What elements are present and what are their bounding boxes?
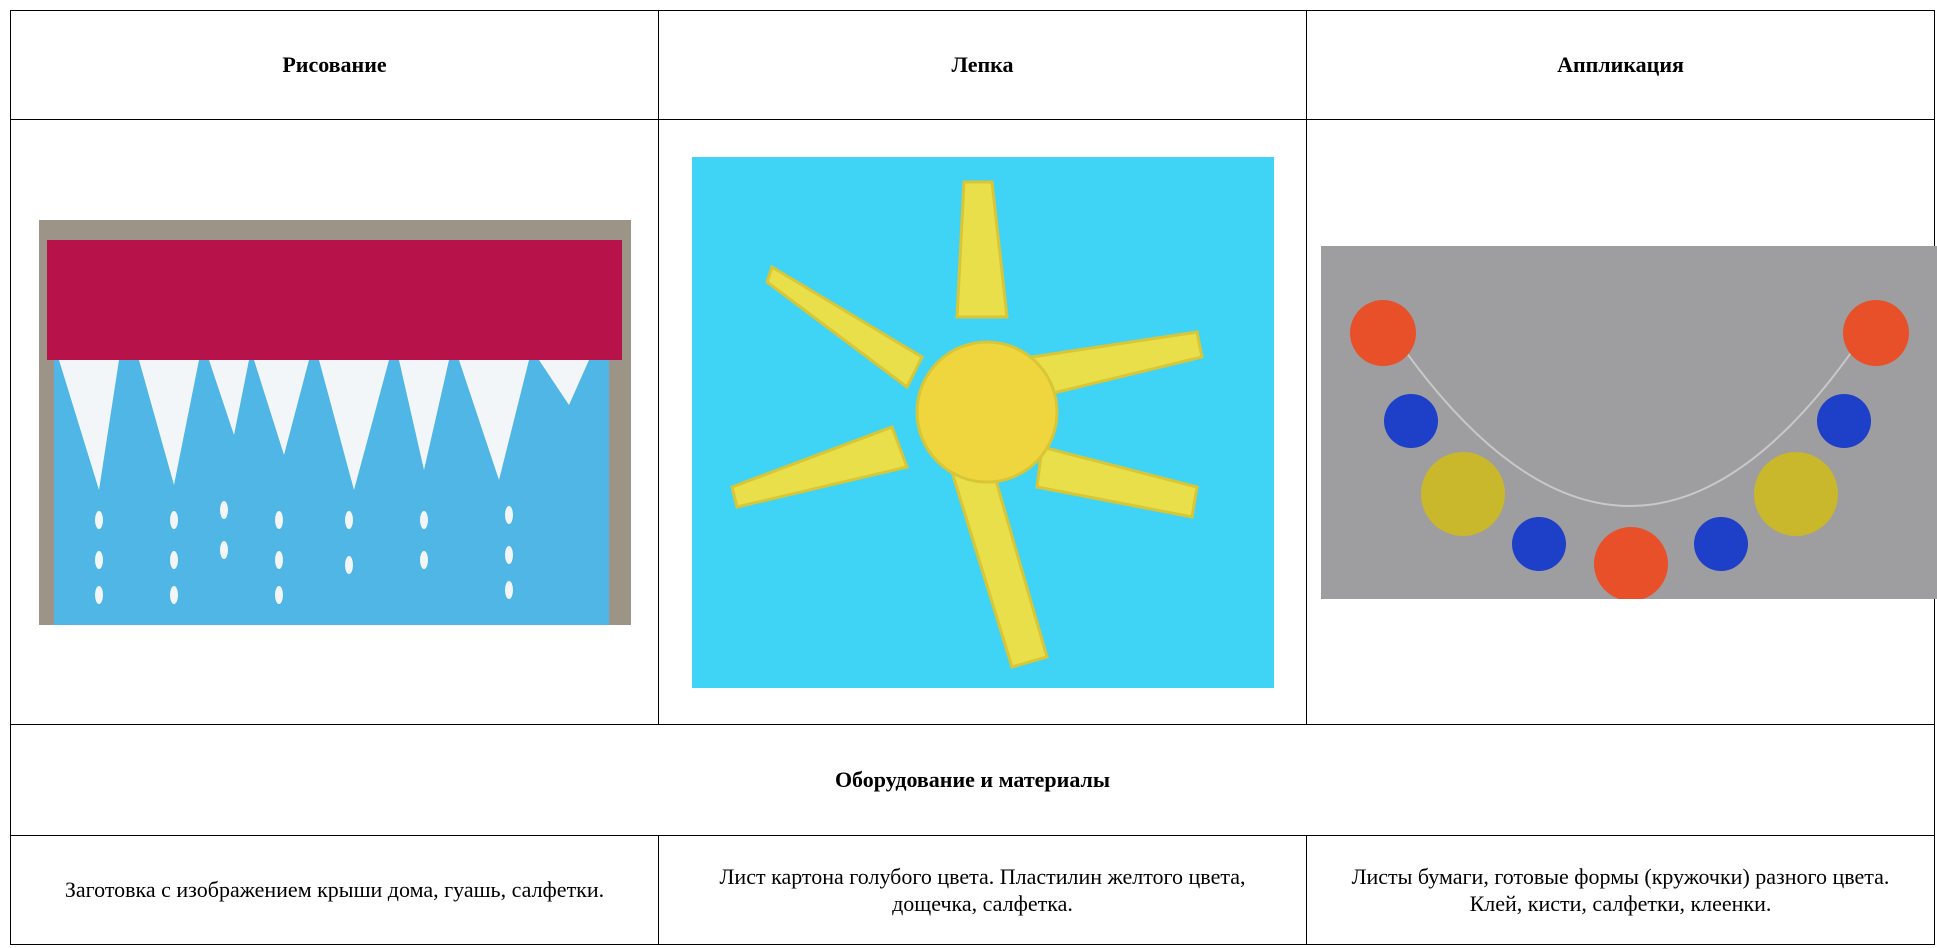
image-cell xyxy=(10,119,659,725)
materials-cell: Лист картона голубого цвета. Пластилин ж… xyxy=(658,835,1307,945)
activity-table: Рисование Лепка Аппликация xyxy=(10,10,1937,945)
image-row xyxy=(10,119,1937,725)
image-cell xyxy=(658,119,1307,725)
section-row: Оборудование и материалы xyxy=(10,724,1935,836)
header-row: Рисование Лепка Аппликация xyxy=(10,10,1935,120)
materials-row: Заготовка с изображением крыши дома, гуа… xyxy=(10,835,1935,945)
header-cell: Лепка xyxy=(658,10,1307,120)
drawing-photo xyxy=(38,219,631,625)
section-title: Оборудование и материалы xyxy=(10,724,1935,836)
applique-photo xyxy=(1321,245,1937,599)
header-cell: Рисование xyxy=(10,10,659,120)
materials-cell: Листы бумаги, готовые формы (кружочки) р… xyxy=(1306,835,1935,945)
header-cell: Аппликация xyxy=(1306,10,1935,120)
image-cell xyxy=(1306,119,1937,725)
modeling-photo xyxy=(691,156,1274,688)
materials-cell: Заготовка с изображением крыши дома, гуа… xyxy=(10,835,659,945)
